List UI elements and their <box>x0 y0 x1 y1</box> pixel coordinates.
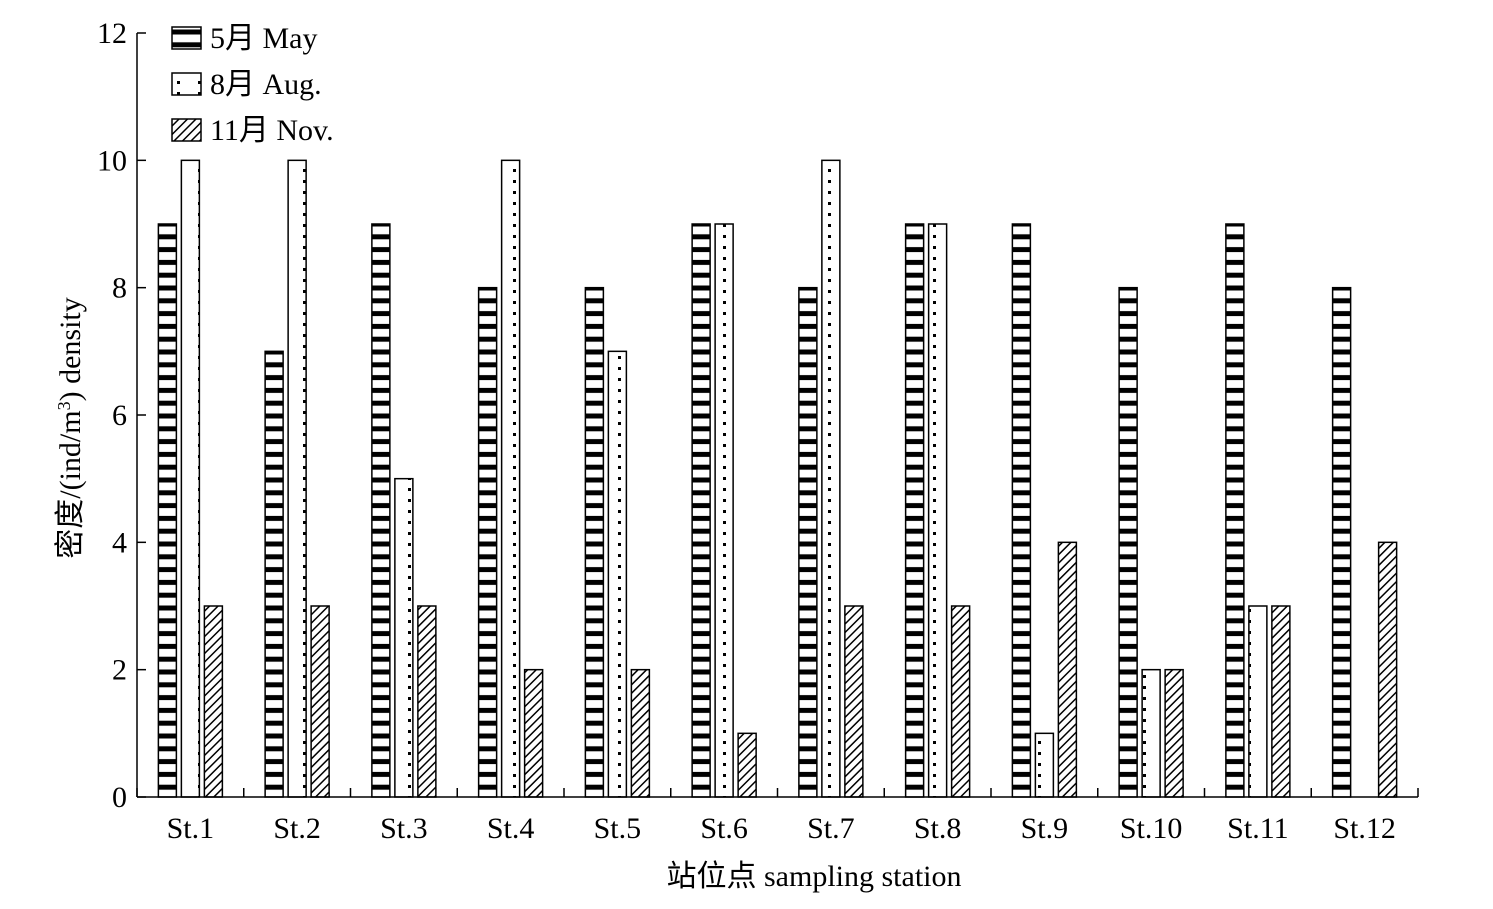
bar-st-3-5-may <box>371 223 391 798</box>
bar-st-7-5-may <box>798 286 818 798</box>
legend-swatch-5-may <box>171 26 202 50</box>
x-tick-label: St.8 <box>914 812 962 845</box>
x-tick-label: St.6 <box>700 812 748 845</box>
bar-st-2-5-may <box>264 350 284 798</box>
bar-st-4-11-nov <box>523 668 544 798</box>
bar-st-7-8-aug <box>821 159 841 798</box>
svg-text:密度/(ind/m3) density: 密度/(ind/m3) density <box>54 297 87 559</box>
bar-st-5-8-aug <box>607 350 628 798</box>
legend-swatch-11-nov <box>171 118 202 142</box>
legend-label-5-may: 5月 May <box>210 22 318 55</box>
legend-label-11-nov: 11月 Nov. <box>210 114 334 147</box>
axes-group: 0 2 4 6 8 10 12 St.1 St.2 St.3 St.4 St.5 St.6 St.7 St.… <box>97 17 1419 845</box>
x-tick-label: St.5 <box>594 812 642 845</box>
bar-st-1-11-nov <box>203 605 224 798</box>
bar-st-6-11-nov <box>737 732 757 798</box>
bar-st-9-5-may <box>1011 223 1032 798</box>
x-tick-label: St.1 <box>167 812 215 845</box>
bar-st-8-11-nov <box>950 605 971 798</box>
bar-st-2-11-nov <box>310 605 330 798</box>
y-tick-label: 6 <box>112 399 127 432</box>
bar-st-12-11-nov <box>1377 541 1398 798</box>
y-tick-label: 0 <box>112 781 127 814</box>
bar-st-8-5-may <box>904 223 925 798</box>
x-tick-label: St.7 <box>807 812 855 845</box>
x-tick-label: St.10 <box>1120 812 1183 845</box>
x-tick-label: St.12 <box>1333 812 1396 845</box>
bar-st-12-5-may <box>1331 286 1352 798</box>
y-tick-label: 12 <box>97 17 127 50</box>
x-tick-label: St.2 <box>273 812 321 845</box>
bar-st-8-8-aug <box>927 223 948 798</box>
bar-st-11-11-nov <box>1271 605 1291 798</box>
y-axis-label-tail: ) density <box>54 297 87 401</box>
legend-label-8-aug: 8月 Aug. <box>210 68 322 101</box>
y-axis-label-superscript: 3 <box>54 401 74 410</box>
bar-st-1-8-aug <box>180 159 201 798</box>
bar-st-4-5-may <box>477 286 498 798</box>
legend: 5月 May 8月 Aug. 11月 Nov. <box>171 22 334 147</box>
bar-st-10-11-nov <box>1164 668 1184 798</box>
y-tick-label: 2 <box>112 654 127 687</box>
x-tick-label: St.3 <box>380 812 428 845</box>
x-axis-label: 站位点 sampling station <box>667 860 962 893</box>
y-tick-label: 10 <box>97 144 127 177</box>
bar-st-2-8-aug <box>287 159 307 798</box>
bar-st-11-8-aug <box>1248 605 1268 798</box>
bar-st-5-11-nov <box>630 668 651 798</box>
y-tick-label: 4 <box>112 526 127 559</box>
bar-st-10-5-may <box>1118 286 1138 798</box>
x-tick-label: St.4 <box>487 812 535 845</box>
bar-st-10-8-aug <box>1141 668 1161 798</box>
y-axis-label-main: 密度/(ind/m <box>54 410 87 558</box>
y-tick-label: 8 <box>112 272 127 305</box>
bar-st-4-8-aug <box>500 159 521 798</box>
bar-st-11-5-may <box>1225 223 1245 798</box>
bar-st-9-8-aug <box>1034 732 1055 798</box>
bar-st-1-5-may <box>157 223 178 798</box>
bar-st-6-5-may <box>691 223 711 798</box>
bar-st-7-11-nov <box>844 605 864 798</box>
bar-st-6-8-aug <box>714 223 734 798</box>
bar-st-9-11-nov <box>1057 541 1078 798</box>
legend-swatch-8-aug <box>171 72 202 96</box>
bar-st-5-5-may <box>584 286 605 798</box>
bar-st-3-11-nov <box>417 605 437 798</box>
bar-st-3-8-aug <box>394 477 414 798</box>
bars-group <box>157 159 1398 798</box>
x-tick-label: St.9 <box>1021 812 1069 845</box>
x-tick-label: St.11 <box>1227 812 1288 845</box>
y-axis-label: 密度/(ind/m3) density <box>54 297 87 559</box>
